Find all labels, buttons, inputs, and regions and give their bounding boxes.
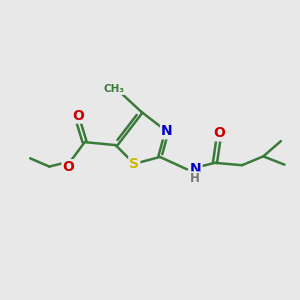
Text: N: N	[190, 162, 202, 176]
Text: O: O	[213, 126, 225, 140]
Text: CH₃: CH₃	[103, 84, 124, 94]
Text: O: O	[72, 109, 84, 123]
Text: N: N	[161, 124, 172, 138]
Text: S: S	[129, 157, 139, 171]
Text: O: O	[62, 160, 74, 174]
Text: H: H	[190, 172, 200, 185]
